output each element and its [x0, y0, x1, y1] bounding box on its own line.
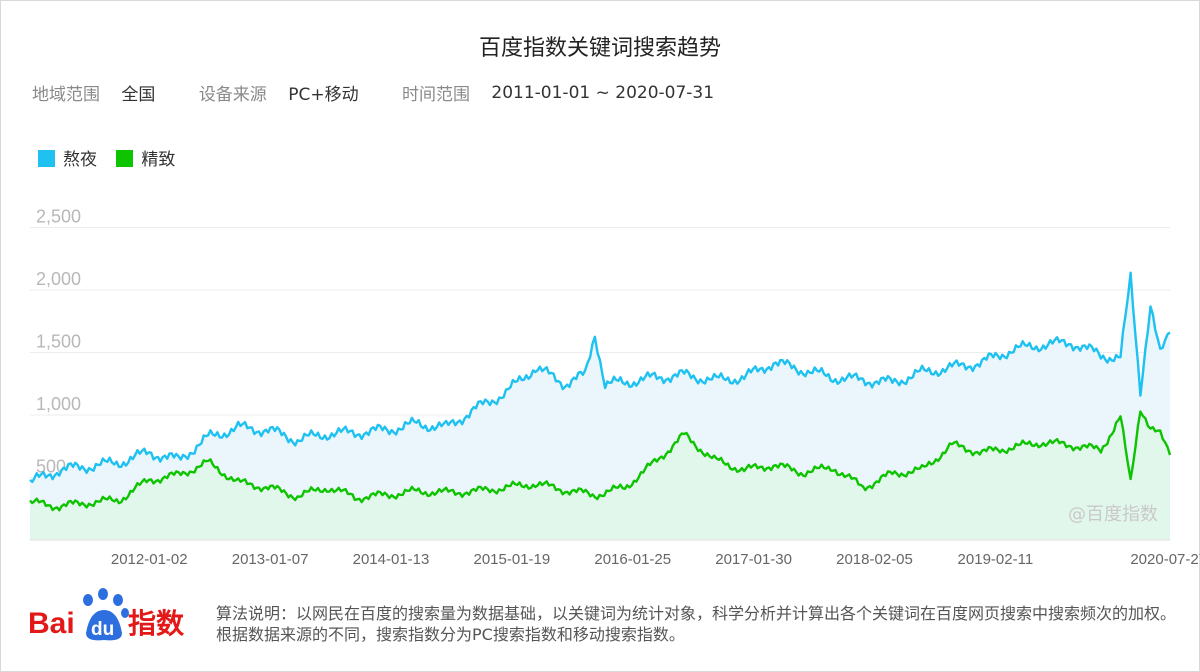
x-tick-label: 2016-01-25 [594, 551, 671, 568]
x-tick-label: 2020-07-27 [1130, 551, 1200, 568]
x-tick-label: 2017-01-30 [715, 551, 792, 568]
baidu-index-logo: Bai du 指数 [28, 588, 185, 641]
legend-label-aoye: 熬夜 [63, 150, 97, 170]
page-title: 百度指数关键词搜索趋势 [478, 36, 721, 61]
logo-bai-text: Bai [28, 607, 75, 640]
legend-swatch-jingzhi [116, 150, 134, 167]
y-tick-label: 2,000 [36, 269, 81, 289]
chart-legend: 熬夜 精致 [38, 145, 189, 170]
series-area-1 [30, 411, 1170, 540]
filter-device-label: 设备来源 [198, 85, 267, 105]
x-tick-label: 2019-02-11 [958, 551, 1034, 568]
watermark: @百度指数 [1068, 504, 1158, 525]
series-line-1 [29, 410, 1172, 512]
logo-index-text: 指数 [128, 607, 185, 640]
y-tick-label: 1,500 [36, 332, 81, 352]
x-tick-label: 2012-01-02 [111, 551, 188, 568]
series-line-0 [29, 271, 1171, 484]
y-tick-label: 1,000 [36, 394, 81, 414]
x-tick-label: 2014-01-13 [353, 551, 430, 568]
paw-icon [83, 588, 129, 641]
filter-device-value[interactable]: PC+移动 [288, 85, 359, 105]
legend-label-jingzhi: 精致 [141, 150, 176, 170]
x-tick-label: 2013-01-07 [232, 551, 309, 568]
legend-item-aoye[interactable]: 熬夜 [38, 145, 97, 170]
filter-time-label: 时间范围 [402, 85, 470, 105]
y-tick-label: 2,500 [36, 207, 81, 227]
logo-du-text: du [91, 619, 114, 640]
legend-swatch-aoye [38, 150, 55, 167]
filter-bar: 地域范围 全国 设备来源 PC+移动 时间范围 2011-01-01 ~ 202… [32, 80, 752, 106]
legend-item-jingzhi[interactable]: 精致 [116, 145, 175, 170]
algorithm-description: 算法说明：以网民在百度的搜索量为数据基础，以关键词为统计对象，科学分析并计算出各… [216, 604, 1177, 644]
filter-region-label: 地域范围 [32, 85, 100, 105]
series-area-0 [30, 272, 1170, 540]
filter-region-value[interactable]: 全国 [121, 85, 156, 105]
x-tick-label: 2015-01-19 [474, 551, 551, 568]
x-tick-label: 2018-02-05 [836, 551, 913, 568]
filter-time-value[interactable]: 2011-01-01 ~ 2020-07-31 [491, 82, 715, 103]
